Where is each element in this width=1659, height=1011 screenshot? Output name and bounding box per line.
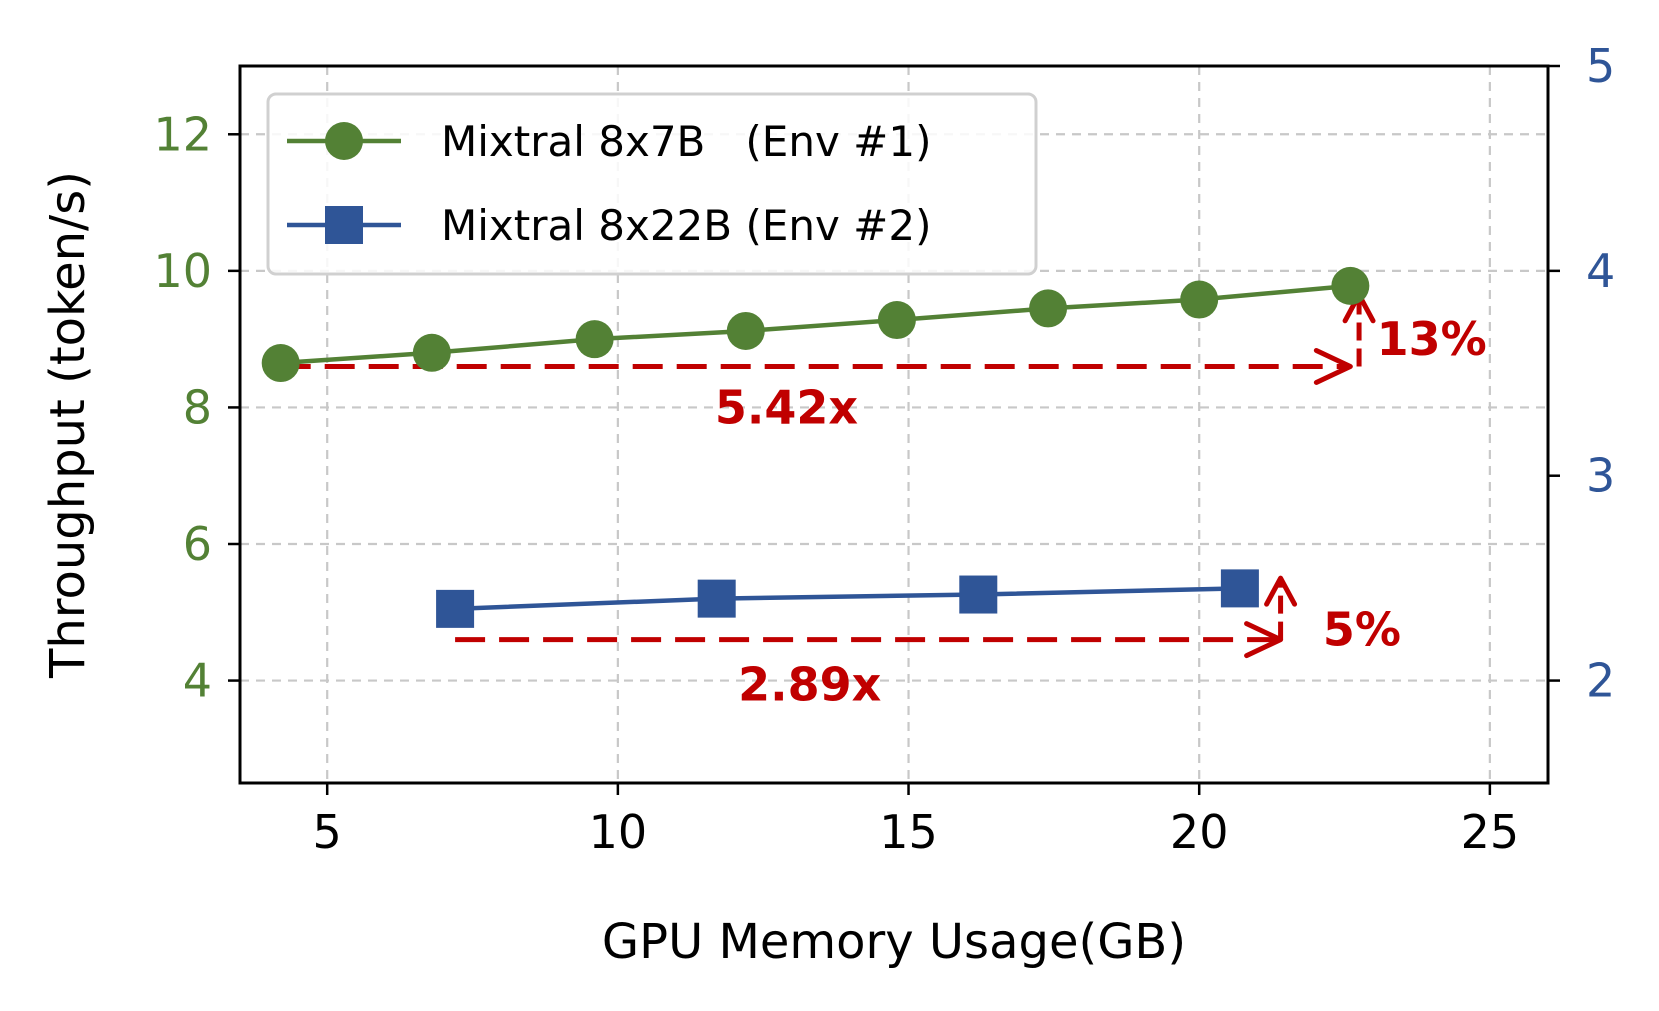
x-tick-label: 25 xyxy=(1461,805,1520,859)
series xyxy=(261,266,1370,628)
y-tick-label-right: 5 xyxy=(1586,39,1615,93)
x-axis-title: GPU Memory Usage(GB) xyxy=(602,914,1186,970)
data-point xyxy=(436,589,475,628)
y-tick-label-right: 4 xyxy=(1586,244,1615,298)
x-axis: 5 10 15 20 25 xyxy=(313,783,1520,859)
x-tick-label: 5 xyxy=(313,805,342,859)
data-point xyxy=(959,575,998,614)
y-axis-right: 2 3 4 5 xyxy=(1548,39,1615,708)
series-line xyxy=(280,283,1351,366)
legend-marker xyxy=(325,122,363,160)
data-point xyxy=(1220,569,1259,608)
y-tick-label-left: 8 xyxy=(183,380,212,434)
y-tick-label-left: 6 xyxy=(183,517,212,571)
y-axis-left: 4 6 8 10 12 xyxy=(153,107,240,708)
y-tick-label-left: 10 xyxy=(153,244,212,298)
x-tick-label: 20 xyxy=(1170,805,1229,859)
plot-frame xyxy=(238,64,1550,785)
y-axis-title: Throughput (token/s) xyxy=(40,171,96,679)
y-tick-label-right: 2 xyxy=(1586,654,1615,708)
x-tick-label: 15 xyxy=(879,805,938,859)
data-point xyxy=(1331,266,1370,305)
annotations: 5.42x 13% 2.89x 5% xyxy=(715,312,1487,712)
data-point xyxy=(1180,280,1219,319)
data-point xyxy=(697,579,736,618)
y-tick-label-left: 4 xyxy=(183,654,212,708)
data-point xyxy=(877,301,916,340)
legend-marker xyxy=(325,206,363,244)
data-point xyxy=(261,344,300,383)
legend-box xyxy=(266,92,1038,276)
annotation-env1_x: 5.42x xyxy=(715,380,858,434)
data-point xyxy=(575,320,614,359)
annotation-env1_pct: 13% xyxy=(1377,312,1487,366)
arrow-head-right xyxy=(1313,347,1353,385)
legend-label: Mixtral 8x22B (Env #2) xyxy=(441,201,932,250)
annotation-env2_x: 2.89x xyxy=(738,658,881,712)
arrow-head-up xyxy=(1264,575,1298,607)
data-point xyxy=(1029,289,1068,328)
data-point xyxy=(412,333,451,372)
x-tick-label: 10 xyxy=(589,805,648,859)
legend-label: Mixtral 8x7B (Env #1) xyxy=(441,117,931,166)
series-line xyxy=(455,586,1240,612)
y-tick-label-left: 12 xyxy=(153,107,212,161)
legend: Mixtral 8x7B (Env #1) Mixtral 8x22B (Env … xyxy=(266,92,1038,276)
y-tick-label-right: 3 xyxy=(1586,449,1615,503)
annotation-env2_pct: 5% xyxy=(1323,602,1401,656)
data-point xyxy=(726,311,765,350)
